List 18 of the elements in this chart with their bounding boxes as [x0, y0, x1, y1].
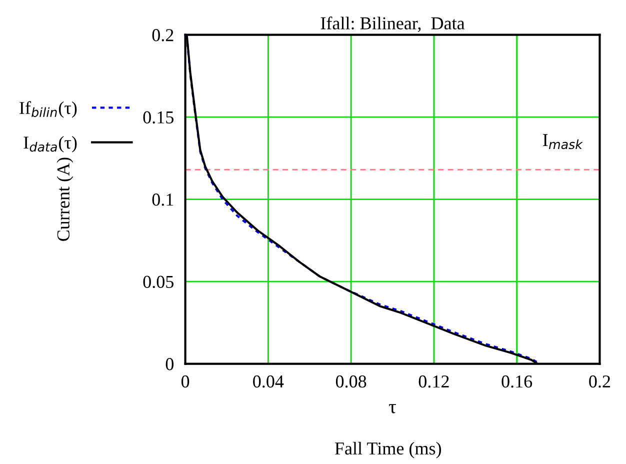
- x-axis-title: τ: [389, 404, 396, 414]
- legend-label: I$_{data}$(τ): [24, 136, 77, 152]
- y-tick-label: 0.1: [152, 194, 174, 206]
- x-tick-label: 0.04: [253, 375, 284, 388]
- legend-label: If$_{bilin}$(τ): [20, 101, 77, 118]
- x-tick-label: 0.08: [336, 375, 366, 388]
- ref-line-label: I$_{mask}$: [542, 134, 583, 150]
- x-tick-label: 0.12: [418, 375, 449, 388]
- x-tick-label: 0.16: [502, 375, 532, 388]
- x-tick-label: 0: [181, 375, 190, 388]
- y-tick-label: 0.15: [143, 111, 174, 124]
- x-tick-label: 0.2: [589, 375, 610, 388]
- y-axis-title: Current (A): [56, 158, 74, 241]
- y-tick-label: 0.2: [152, 29, 174, 42]
- y-tick-label: 0: [166, 358, 174, 370]
- text: Fall Time (ms): [334, 442, 442, 458]
- y-tick-label: 0.05: [143, 276, 174, 288]
- chart-title: Ifall: Bilinear, Data: [320, 16, 465, 32]
